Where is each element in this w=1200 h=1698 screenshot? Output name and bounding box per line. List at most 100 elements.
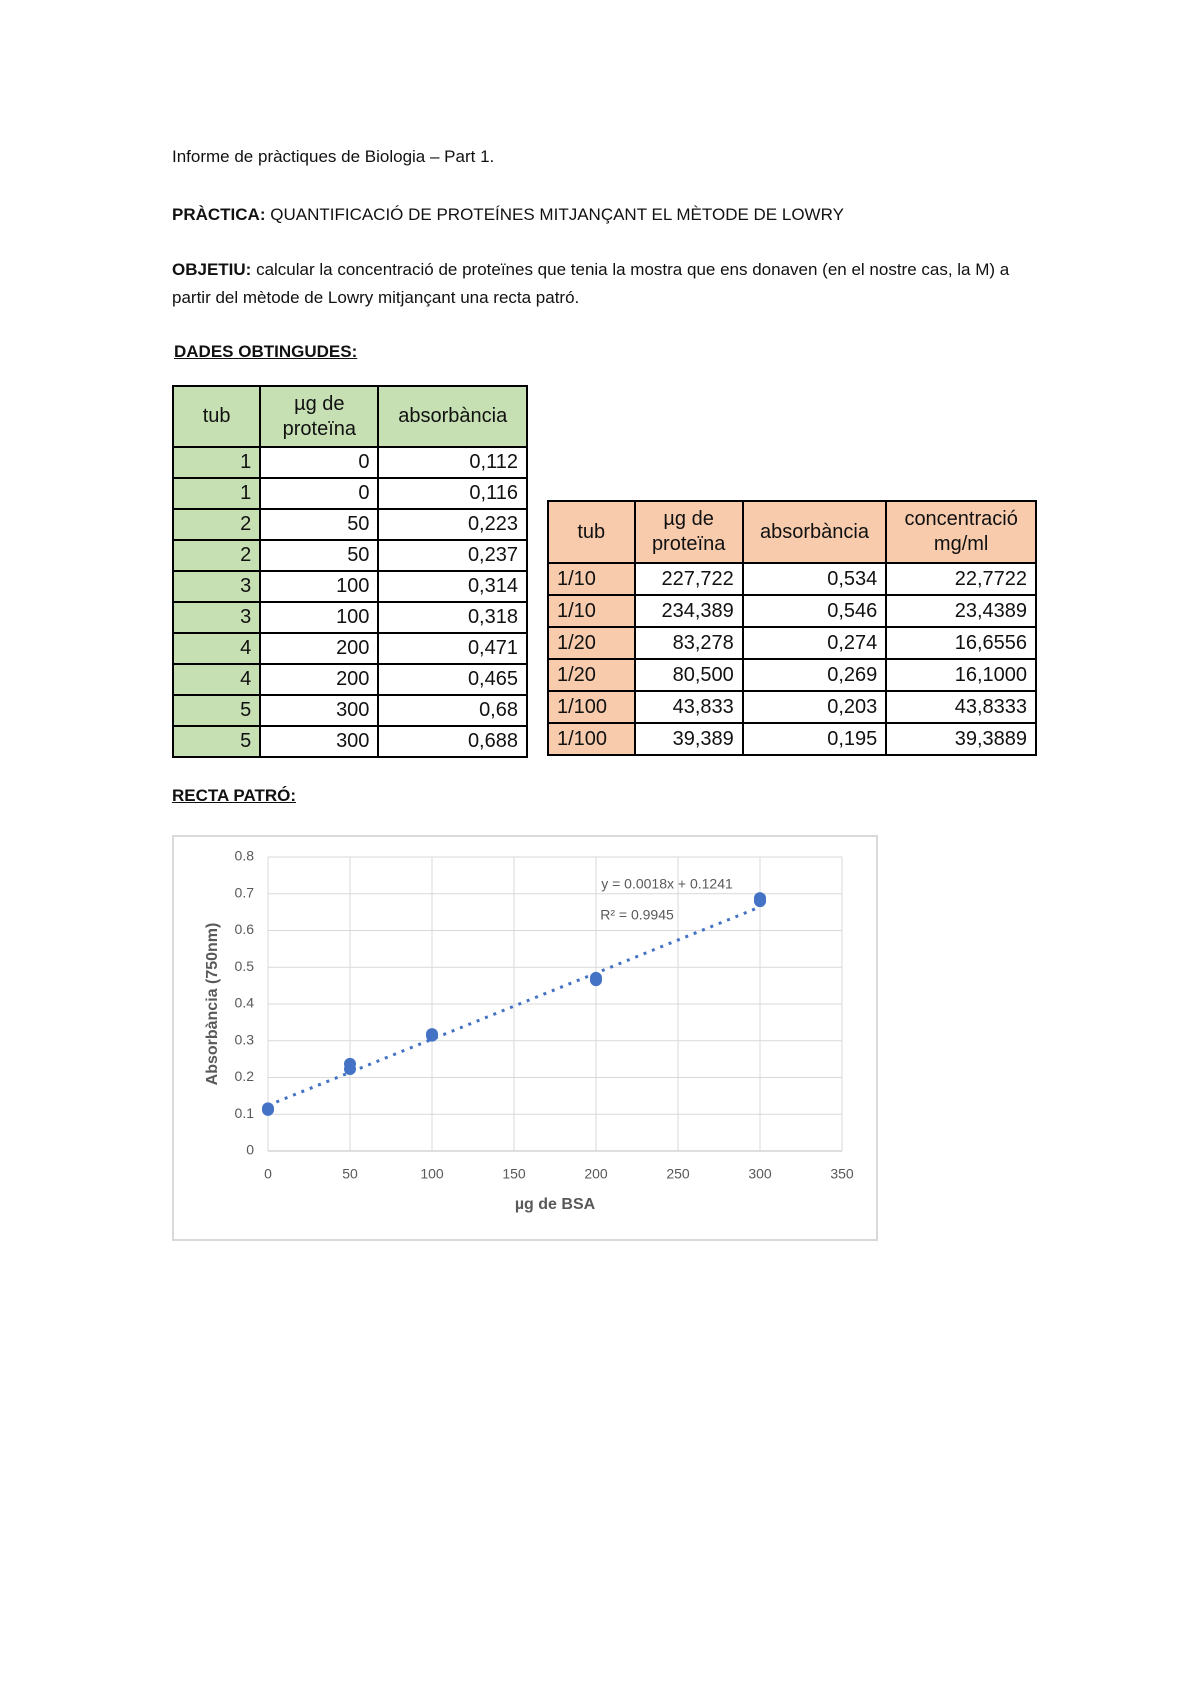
cell: 0,116 [377,477,528,510]
cell: 0,534 [741,562,888,596]
x-tick-label: 150 [502,1166,526,1182]
cell: 0,274 [741,626,888,660]
cell: 43,8333 [885,690,1037,724]
cell: 1/10 [547,562,636,596]
table: tub µg de proteïna absorbància 1 0 0,112 1 0 0,1… [171,385,528,758]
data-point [590,974,602,987]
header-cell: tub [171,385,262,448]
cell: 2 [171,539,262,572]
cell: 1/20 [547,658,636,692]
cell: 200 [259,663,380,696]
cell: 0,318 [377,601,528,634]
cell: 80,500 [633,658,744,692]
data-point [262,1102,274,1115]
cell: 1/10 [547,594,636,628]
cell: 1/100 [547,722,636,756]
header-cell: concentració mg/ml [885,500,1037,564]
cell: 0,223 [377,508,528,541]
data-point [754,892,766,905]
cell: 0,68 [377,694,528,727]
cell: 4 [171,663,262,696]
text: QUANTIFICACIÓ DE PROTEÍNES MITJANÇANT EL… [270,205,844,224]
x-tick-label: 100 [420,1166,444,1182]
x-tick-label: 0 [264,1166,272,1182]
cell: 3 [171,601,262,634]
row: 1 0 0,116 [171,477,528,510]
row: 4 200 0,471 [171,632,528,665]
row: 4 200 0,465 [171,663,528,696]
cell: 4 [171,632,262,665]
cell: 200 [259,632,380,665]
row: 1/100 39,389 0,195 39,3889 [547,722,1037,756]
y-axis-label: Absorbància (750nm) [204,923,221,1086]
cell: 300 [259,694,380,727]
cell: 0,269 [741,658,888,692]
row: 1/10 234,389 0,546 23,4389 [547,594,1037,628]
y-tick-label: 0.4 [235,995,255,1011]
table: tub µg de proteïna absorbància concentració… [547,500,1037,756]
title: Informe de pràctiques de Biologia – Part… [172,147,495,166]
text: calcular la concentració de proteïnes qu… [172,260,1010,307]
row: 5 300 0,68 [171,694,528,727]
chart: 0 0.1 0.2 0.3 0.4 0.5 0.6 0.7 0.8 0 50 100 150 200 250… [172,835,878,1241]
data-point [426,1028,438,1041]
label: OBJETIU: [172,260,252,279]
y-tick-label: 0.8 [235,848,255,864]
row: 1 0 0,112 [171,446,528,479]
header-row: tub µg de proteïna absorbància concentració… [547,500,1037,564]
header-cell: absorbància [377,385,528,448]
cell: 5 [171,725,262,758]
y-tick-label: 0.3 [235,1031,255,1047]
row: 1/20 83,278 0,274 16,6556 [547,626,1037,660]
cell: 227,722 [633,562,744,596]
x-tick-label: 50 [342,1166,358,1182]
row: 1/20 80,500 0,269 16,1000 [547,658,1037,692]
heading: RECTA PATRÓ: [172,782,1022,810]
cell: 0,112 [377,446,528,479]
y-tick-label: 0.2 [235,1068,255,1084]
x-tick-label: 300 [748,1166,772,1182]
cell: 0,546 [741,594,888,628]
heading: DADES OBTINGUDES: [174,338,1024,366]
cell: 39,389 [633,722,744,756]
data-point [344,1057,356,1070]
cell: 16,1000 [885,658,1037,692]
cell: 1 [171,446,262,479]
cell: 50 [259,539,380,572]
cell: 39,3889 [885,722,1037,756]
cell: 1/100 [547,690,636,724]
x-tick-label: 200 [584,1166,608,1182]
x-tick-label: 350 [830,1166,854,1182]
trendline-r2: R² = 0.9945 [600,907,674,923]
row: 2 50 0,237 [171,539,528,572]
y-tick-label: 0.7 [235,884,255,900]
x-axis-label: µg de BSA [515,1196,596,1213]
header-cell: µg de proteïna [633,500,744,564]
row: 1/10 227,722 0,534 22,7722 [547,562,1037,596]
y-tick-label: 0.6 [235,921,255,937]
cell: 50 [259,508,380,541]
objetiu: OBJETIU: calcular la concentració de pro… [172,256,1022,312]
cell: 0,237 [377,539,528,572]
cell: 0,314 [377,570,528,603]
x-tick-label: 250 [666,1166,690,1182]
cell: 0,203 [741,690,888,724]
cell: 2 [171,508,262,541]
row: 1/100 43,833 0,203 43,8333 [547,690,1037,724]
cell: 0 [259,446,380,479]
heading-text: RECTA PATRÓ: [172,786,297,805]
header-cell: tub [547,500,636,564]
cell: 83,278 [633,626,744,660]
row: 5 300 0,688 [171,725,528,758]
y-tick-label: 0.1 [235,1105,255,1121]
cell: 234,389 [633,594,744,628]
label: PRÀCTICA: [172,205,266,224]
cell: 23,4389 [885,594,1037,628]
cell: 22,7722 [885,562,1037,596]
trendline [267,905,761,1107]
cell: 300 [259,725,380,758]
y-tick-label: 0.5 [235,958,255,974]
row: 3 100 0,318 [171,601,528,634]
cell: 43,833 [633,690,744,724]
